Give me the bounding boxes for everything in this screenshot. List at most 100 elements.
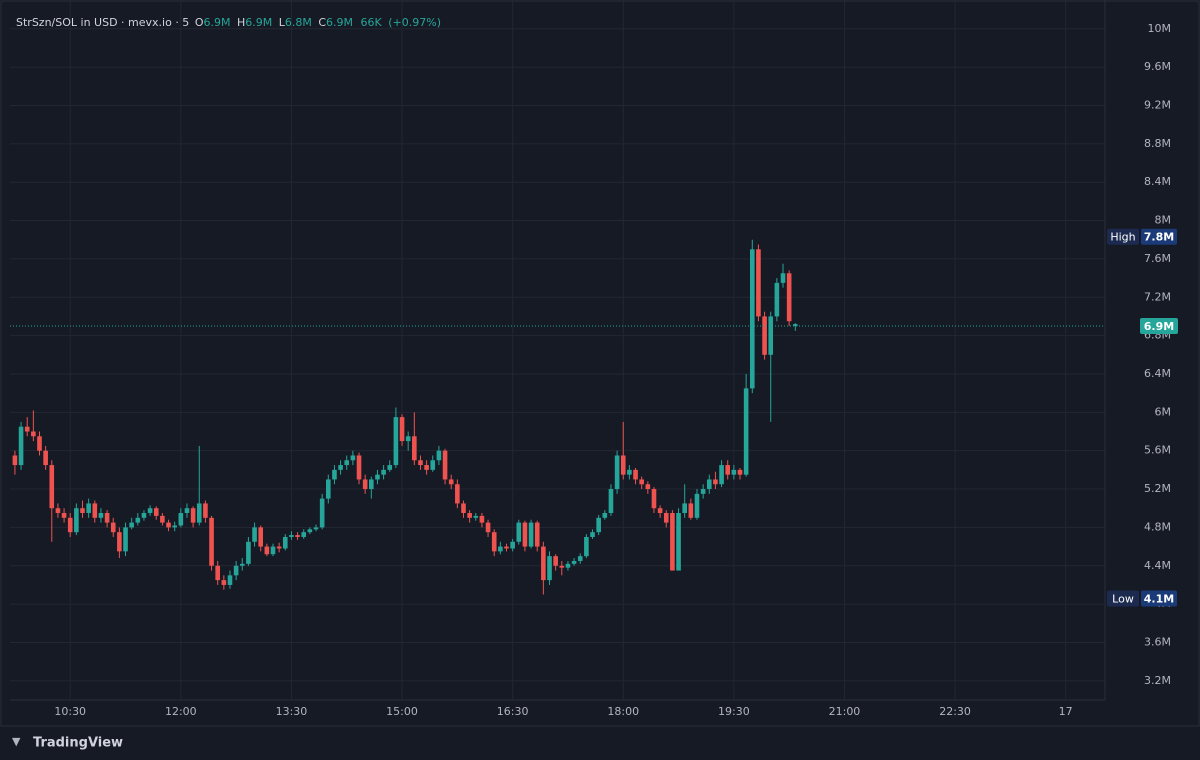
candle-body (37, 436, 42, 451)
candle-body (239, 563, 245, 566)
candle-body (123, 527, 128, 552)
candle-body (663, 513, 669, 523)
candle-body (571, 560, 577, 564)
candle-body (688, 503, 694, 518)
candle-body (670, 513, 675, 571)
candle-body (749, 249, 755, 389)
candle-body (774, 282, 780, 317)
marker-value: 4.1M (1144, 593, 1174, 606)
ohlc-key: H (237, 16, 245, 29)
candle-body (461, 503, 466, 514)
candle-body (577, 556, 583, 561)
x-tick-label: 22:30 (939, 705, 971, 718)
x-tick-label: 13:30 (276, 705, 308, 718)
candle-body (209, 517, 214, 566)
candle-body (203, 503, 208, 518)
candle-body (117, 532, 122, 552)
candle-body (362, 479, 368, 490)
candle-body (528, 522, 534, 547)
candle-body (252, 527, 257, 542)
candle-body (375, 474, 380, 480)
candle-body (221, 580, 227, 585)
y-tick-label: 5.6M (1144, 444, 1171, 457)
candle-body (516, 522, 522, 542)
candle-body (135, 517, 141, 523)
candle-body (455, 484, 460, 504)
candle-body (627, 469, 632, 475)
candle-body (498, 546, 503, 552)
candle-body (325, 479, 331, 499)
candle-body (436, 450, 442, 461)
candle-body (700, 489, 706, 494)
change: (+0.97%) (388, 16, 441, 29)
candle-body (110, 522, 116, 533)
candle-body (596, 517, 601, 533)
y-tick-label: 3.2M (1144, 674, 1171, 687)
candle-body (547, 556, 552, 581)
candle-body (737, 469, 743, 475)
candle-body (614, 455, 620, 490)
candle-body (344, 460, 350, 466)
candle-body (725, 465, 731, 475)
candle-body (86, 503, 91, 514)
candle-body (24, 426, 30, 432)
candle-body (233, 565, 239, 576)
candle-body (160, 515, 165, 523)
y-tick-label: 6M (1155, 405, 1172, 418)
brand[interactable]: TradingView (33, 736, 123, 751)
candle-body (633, 469, 638, 480)
ohlc-value: 6.9M (245, 16, 272, 29)
candle-body (319, 498, 325, 528)
candle-body (289, 535, 294, 537)
candle-body (301, 532, 307, 537)
ohlc-key: C (318, 16, 326, 29)
candle-body (762, 316, 767, 355)
candle-body (282, 536, 288, 549)
candle-body (258, 527, 264, 547)
marker-text: High (1110, 231, 1135, 244)
candle-body (645, 484, 651, 490)
last-price-label: 6.9M (1144, 320, 1174, 333)
candle-body (713, 479, 718, 485)
candle-body (104, 513, 110, 523)
candle-body (356, 455, 362, 480)
candle-body (559, 565, 565, 568)
candle-body (18, 426, 24, 466)
candle-body (522, 522, 528, 547)
candle-body (399, 417, 405, 442)
candle-body (61, 513, 67, 518)
brand-logo[interactable]: ▼ (12, 735, 21, 748)
candle-body (307, 529, 313, 533)
legend-header: StrSzn/SOL in USD · mevx.io · 5 O6.9M H6… (16, 16, 441, 29)
candle-body (694, 493, 700, 518)
y-tick-label: 10M (1148, 22, 1172, 35)
marker-text: Low (1112, 593, 1134, 606)
candle-body (55, 508, 61, 514)
marker-value-tag (1141, 228, 1177, 245)
candle-body (467, 513, 472, 518)
x-tick-label: 17 (1059, 705, 1073, 718)
candle-body (485, 522, 491, 533)
candle-body (98, 513, 104, 518)
candle-body (49, 465, 55, 509)
candle-body (786, 273, 792, 322)
candle-body (682, 503, 688, 514)
y-tick-label: 8M (1155, 214, 1172, 227)
ohlc-value: 6.9M (203, 16, 230, 29)
candle-body (141, 513, 147, 518)
y-tick-label: 6.4M (1144, 367, 1171, 380)
x-tick-label: 18:00 (607, 705, 639, 718)
candle-body (706, 479, 712, 490)
candle-body (731, 469, 737, 475)
candle-body (565, 563, 571, 568)
y-tick-label: 5.2M (1144, 482, 1171, 495)
candle-body (620, 455, 626, 475)
x-tick-label: 10:30 (54, 705, 86, 718)
y-tick-label: 9.2M (1144, 98, 1171, 111)
y-tick-label: 4.4M (1144, 559, 1171, 572)
candle-body (393, 417, 399, 466)
y-tick-label: 4.8M (1144, 520, 1171, 533)
candle-body (190, 508, 196, 523)
candle-body (67, 517, 73, 533)
